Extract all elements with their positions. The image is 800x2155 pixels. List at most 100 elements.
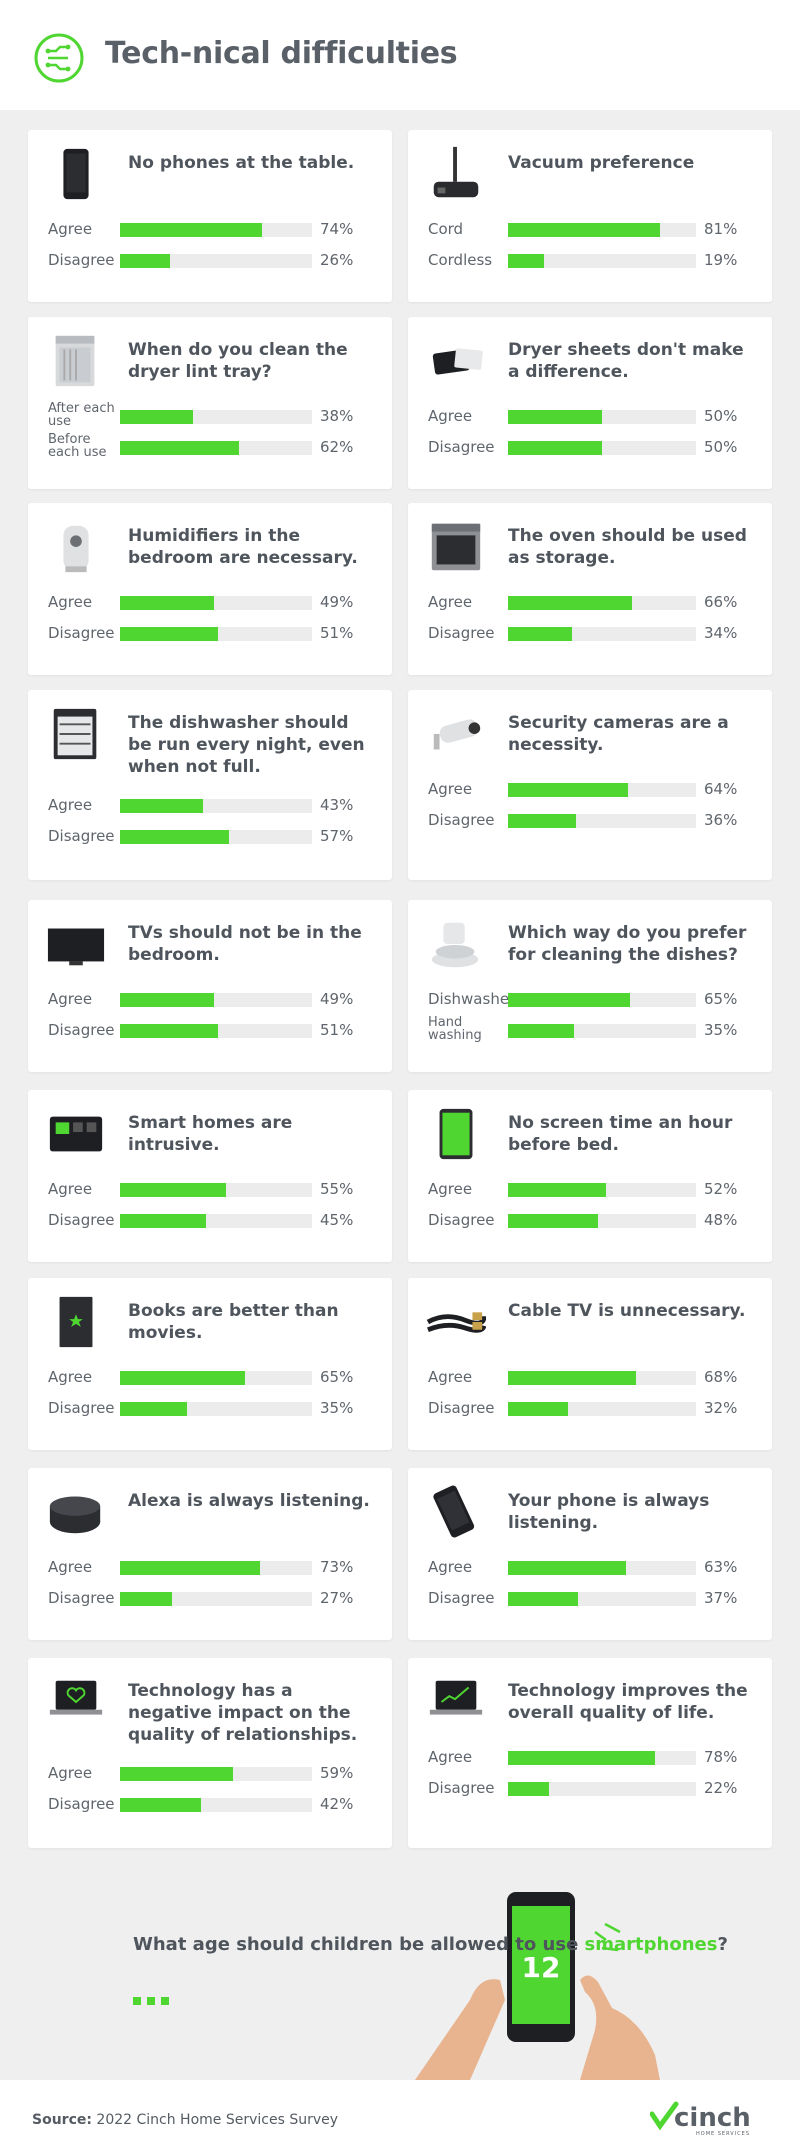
bar-track [508, 410, 696, 424]
bar [508, 783, 629, 797]
bar-label: Cord [428, 220, 464, 238]
bar-row: Disagree 42% [48, 1793, 372, 1815]
survey-question: The oven should be used as storage. [508, 526, 747, 568]
bar [508, 441, 602, 455]
source-note: Source: 2022 Cinch Home Services Survey [32, 2112, 339, 2128]
survey-question: Technology has a negative impact on the … [128, 1681, 358, 1745]
phone-listening-icon [433, 1485, 475, 1538]
bar [508, 1024, 574, 1038]
dryer-icon [55, 335, 95, 387]
cable-icon [426, 1312, 486, 1333]
bar-row: Disagree 36% [428, 809, 752, 831]
bar-row: Agree 49% [48, 591, 372, 613]
bar-row: Cordless 19% [428, 249, 752, 271]
bar [120, 1183, 226, 1197]
bar-value: 51% [320, 1021, 354, 1039]
bar-label: Disagree [48, 251, 115, 269]
bar-track [508, 1751, 696, 1765]
bar [120, 596, 215, 610]
bar-track [508, 254, 696, 268]
bar-row: Disagree 22% [428, 1777, 752, 1799]
bar-row: Cord 81% [428, 218, 752, 240]
bar-track [508, 1183, 696, 1197]
bar-row: Before each use 62% [48, 433, 372, 459]
bar-value: 34% [704, 624, 738, 642]
survey-question: Technology improves the overall quality … [508, 1681, 748, 1723]
bar-track [120, 830, 312, 844]
bar-value: 37% [704, 1589, 738, 1607]
bar [120, 1767, 234, 1781]
svg-text:cinch: cinch [674, 2103, 751, 2133]
bar-value: 50% [704, 407, 738, 425]
survey-question: Vacuum preference [508, 153, 695, 173]
bar [508, 1183, 606, 1197]
survey-card: Books are better than movies. Agree 65% Dis… [28, 1278, 392, 1450]
bar [120, 1371, 245, 1385]
security-camera-icon [433, 719, 481, 750]
bar-value: 62% [320, 438, 354, 456]
survey-card: Vacuum preference Cord 81% Cordless 19% [408, 130, 772, 302]
bar-label: Disagree [428, 1779, 495, 1797]
bar-track [120, 1214, 312, 1228]
bar-value: 78% [704, 1748, 738, 1766]
bar [508, 1782, 550, 1796]
bar-label: Agree [48, 1558, 93, 1576]
bar-row: Agree 43% [48, 794, 372, 816]
survey-question: Humidifiers in the bedroom are necessary… [128, 526, 358, 568]
vacuum-icon [433, 146, 479, 198]
bar-value: 65% [704, 990, 738, 1008]
bar [508, 1371, 636, 1385]
bar-value: 63% [704, 1558, 738, 1576]
bar [508, 410, 602, 424]
bar-value: 50% [704, 438, 738, 456]
bar [508, 596, 633, 610]
tv-icon [47, 928, 105, 966]
survey-card: Humidifiers in the bedroom are necessary… [28, 503, 392, 675]
bar-row: Disagree 48% [428, 1209, 752, 1231]
bar [508, 1751, 655, 1765]
bar-row: Disagree 57% [48, 825, 372, 847]
survey-card: When do you clean the dryer lint tray? Af… [28, 317, 392, 489]
bar-row: Disagree 26% [48, 249, 372, 271]
bottom-question: What age should children be allowed to u… [133, 1934, 728, 1955]
bar-row: Agree 64% [428, 778, 752, 800]
smart-speaker-icon [49, 1496, 101, 1534]
bar-label: Agree [48, 990, 93, 1008]
bar-label: After each use [48, 401, 115, 429]
bar-row: Disagree 27% [48, 1587, 372, 1609]
bar-value: 36% [704, 811, 738, 829]
bar-value: 49% [320, 990, 354, 1008]
bar-track [508, 627, 696, 641]
survey-question: No screen time an hour before bed. [508, 1113, 733, 1155]
bar-track [508, 1371, 696, 1385]
bar-row: Agree 65% [48, 1366, 372, 1388]
bar-value: 68% [704, 1368, 738, 1386]
bar-value: 42% [320, 1795, 354, 1813]
survey-question: Books are better than movies. [128, 1301, 339, 1343]
bar-row: Agree 49% [48, 988, 372, 1010]
bar-label: Hand washing [428, 1015, 482, 1043]
bar-label: Agree [48, 1368, 93, 1386]
bar-value: 81% [704, 220, 738, 238]
survey-question: Cable TV is unnecessary. [508, 1301, 746, 1321]
bar-track [120, 1024, 312, 1038]
bar-label: Disagree [428, 438, 495, 456]
bar [120, 254, 170, 268]
bar-track [508, 1024, 696, 1038]
bar-value: 74% [320, 220, 354, 238]
bar-track [508, 441, 696, 455]
bar-label: Disagree [48, 1589, 115, 1607]
bar-track [120, 1592, 312, 1606]
bar-value: 66% [704, 593, 738, 611]
bar [120, 799, 203, 813]
survey-question: When do you clean the dryer lint tray? [128, 340, 348, 382]
bar-value: 35% [320, 1399, 354, 1417]
bar [120, 441, 240, 455]
bar-track [120, 799, 312, 813]
bar-track [120, 254, 312, 268]
bar-value: 65% [320, 1368, 354, 1386]
bar-track [120, 223, 312, 237]
bar-label: Agree [48, 220, 93, 238]
bar-row: Agree 73% [48, 1556, 372, 1578]
bar [508, 1561, 627, 1575]
